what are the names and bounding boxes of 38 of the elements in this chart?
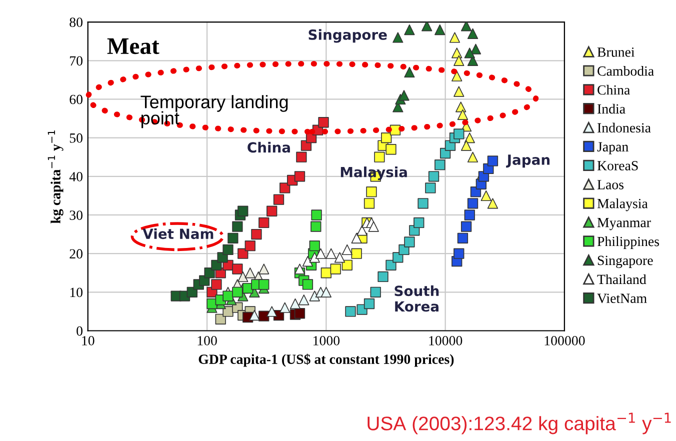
legend-label: India — [598, 104, 626, 114]
annotation: Viet Nam — [142, 228, 214, 240]
legend-label: China — [598, 84, 630, 95]
legend-label: KoreaS — [597, 161, 638, 170]
legend-label: Myanmar — [597, 218, 651, 230]
annotation: South Korea — [394, 285, 439, 312]
legend-label: VietNam — [597, 294, 647, 304]
legend-label: Singapore — [598, 256, 653, 268]
annotation: Japan — [506, 154, 550, 168]
legend-label: Thailand — [597, 274, 646, 284]
y-tick-label: 10 — [70, 288, 82, 298]
y-tick-label: 50 — [70, 133, 82, 143]
y-tick-label: 20 — [70, 249, 82, 259]
y-tick-label: 80 — [70, 18, 82, 28]
y-tick-label: 0 — [76, 326, 82, 336]
x-tick-label: 100 — [198, 336, 217, 346]
legend-label: Brunei — [597, 47, 635, 57]
annotation: Temporary landing point — [140, 95, 288, 128]
legend-label: Indonesia — [598, 122, 651, 133]
annotation: Singapore — [308, 29, 387, 43]
legend-label: Philippines — [597, 236, 660, 250]
x-tick-label: 1000 — [314, 336, 340, 346]
x-axis-title: GDP capita-1 (US$ at constant 1990 prices) — [198, 354, 454, 367]
y-tick-label: 70 — [70, 56, 82, 66]
legend-label: Cambodia — [598, 66, 654, 76]
y-tick-label: 40 — [69, 172, 82, 182]
text: Meat — [107, 38, 160, 54]
legend-label: Japan — [597, 142, 628, 154]
x-tick-label: 10 — [82, 336, 94, 346]
y-tick-label: 30 — [70, 210, 82, 220]
y-tick-label: 60 — [70, 94, 82, 104]
legend-label: Malaysia — [597, 198, 648, 212]
x-tick-label: 100000 — [544, 336, 585, 346]
legend-label: Laos — [597, 180, 624, 190]
y-axis-title: kg capita$^{−1}$ y$^{−1}$ — [48, 130, 64, 224]
annotation: China — [248, 142, 290, 153]
x-tick-label: 10000 — [429, 336, 462, 346]
text: USA (2003):123.42 kg capita$^{−1}$ y$^{−1}$ — [368, 412, 671, 434]
